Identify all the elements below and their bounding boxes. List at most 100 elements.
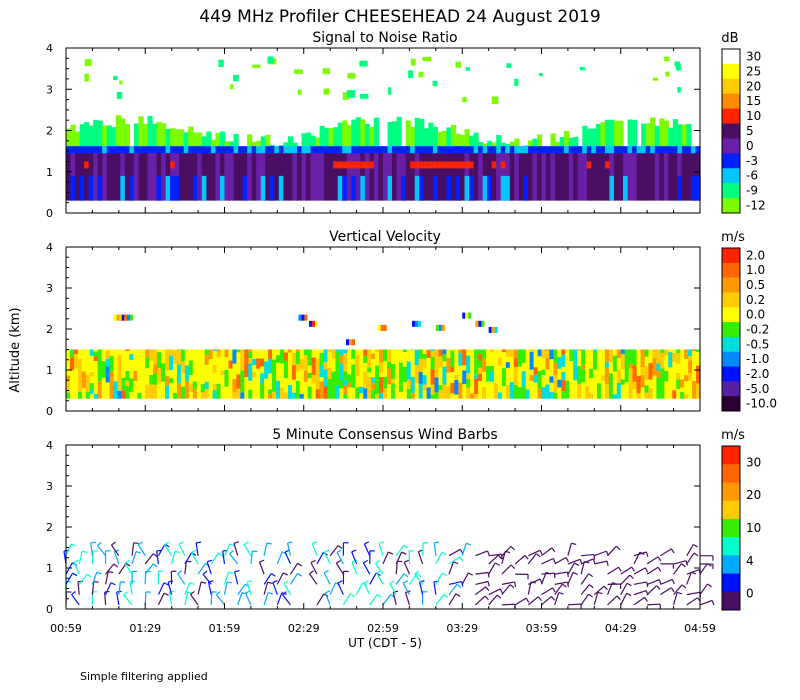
velocity-cell	[438, 356, 444, 368]
snr-cell	[283, 146, 289, 155]
velocity-cell	[349, 339, 353, 346]
velocity-cell	[93, 387, 99, 394]
velocity-cell	[688, 356, 693, 361]
wind-barb	[195, 542, 199, 556]
snr-cell	[509, 146, 515, 155]
wind-barb	[686, 552, 695, 565]
velocity-cell	[121, 367, 127, 378]
wind-barb-flag	[164, 541, 170, 546]
snr-cell	[346, 161, 352, 169]
wind-barb	[157, 582, 165, 595]
velocity-cell	[331, 358, 337, 365]
velocity-cell	[192, 389, 198, 399]
y-tick-label: 3	[46, 480, 53, 493]
velocity-cell	[549, 365, 554, 377]
velocity-cell	[620, 379, 626, 385]
velocity-cell	[664, 354, 669, 371]
wind-barb-flag	[510, 545, 515, 551]
velocity-cell	[283, 352, 289, 361]
velocity-cell	[390, 349, 396, 364]
snr-cell	[527, 153, 534, 201]
velocity-cell	[93, 374, 99, 388]
snr-cell	[360, 161, 366, 169]
velocity-cell	[149, 384, 154, 399]
snr-cell	[79, 146, 85, 155]
velocity-cell	[489, 371, 495, 382]
snr-cell	[342, 120, 348, 147]
velocity-cell	[371, 382, 376, 390]
snr-cell	[459, 146, 466, 155]
wind-panel: 5 Minute Consensus Wind Barbs m/s 012340…	[46, 427, 761, 635]
wind-barb	[290, 562, 299, 575]
velocity-cell	[450, 349, 455, 351]
velocity-cell	[359, 393, 364, 399]
wind-barb-flag	[574, 562, 580, 567]
wind-barb-flag	[111, 541, 116, 546]
wind-barb	[633, 596, 645, 606]
snr-cell	[505, 175, 511, 201]
velocity-cell	[236, 374, 241, 389]
velocity-cell	[311, 357, 317, 375]
velocity-cell	[228, 381, 234, 399]
velocity-cell	[176, 350, 182, 365]
snr-cell	[210, 139, 217, 147]
snr-cell	[215, 146, 221, 155]
wind-barb	[580, 573, 590, 585]
velocity-cell	[283, 378, 289, 393]
snr-cell	[627, 119, 633, 147]
snr-cell	[665, 71, 670, 77]
wind-barb-flag	[107, 571, 114, 574]
velocity-cell	[442, 361, 447, 367]
wind-barb	[210, 552, 219, 565]
velocity-cell	[347, 362, 352, 375]
snr-cell	[586, 146, 592, 155]
velocity-cell	[291, 352, 297, 366]
wind-barb	[97, 545, 107, 557]
velocity-cell	[676, 379, 681, 390]
velocity-cell	[383, 349, 388, 362]
snr-cell	[269, 175, 275, 201]
velocity-cell	[133, 349, 138, 357]
wind-barb-flag	[441, 572, 447, 577]
velocity-cell	[561, 391, 566, 399]
wind-barb	[104, 591, 107, 605]
snr-cell	[147, 153, 153, 201]
wind-barb-flag	[626, 582, 632, 587]
velocity-cell	[149, 354, 154, 361]
velocity-cell	[165, 353, 170, 371]
snr-cell	[174, 146, 180, 155]
velocity-cell	[276, 380, 281, 399]
velocity-cell	[375, 371, 380, 381]
velocity-cell	[680, 391, 685, 399]
velocity-cell	[256, 368, 261, 386]
wind-barb-flag	[524, 555, 529, 560]
wind-barb-flag	[337, 580, 343, 584]
wind-barb	[660, 587, 672, 596]
velocity-cell	[303, 355, 309, 364]
colorbar-swatch	[722, 138, 740, 154]
snr-cell	[672, 153, 678, 201]
snr-cell	[106, 146, 112, 155]
snr-cell	[459, 161, 466, 169]
wind-barb	[105, 582, 112, 595]
velocity-cell	[541, 349, 547, 359]
velocity-cell	[493, 383, 499, 399]
velocity-cell	[192, 349, 198, 354]
snr-cell	[514, 138, 520, 147]
velocity-cell	[272, 391, 277, 399]
snr-cell	[111, 153, 117, 201]
snr-cell	[233, 133, 239, 147]
snr-cell	[93, 153, 99, 201]
velocity-cell	[295, 351, 301, 364]
snr-cell	[645, 123, 651, 147]
snr-cell	[677, 175, 683, 201]
wind-barb	[178, 543, 186, 556]
snr-cell	[84, 122, 90, 147]
wind-barb-flag	[110, 582, 116, 586]
velocity-cell	[430, 349, 436, 352]
snr-cell	[97, 120, 103, 147]
velocity-cell	[196, 383, 202, 399]
snr-cell	[410, 126, 416, 147]
velocity-cell	[351, 349, 356, 359]
